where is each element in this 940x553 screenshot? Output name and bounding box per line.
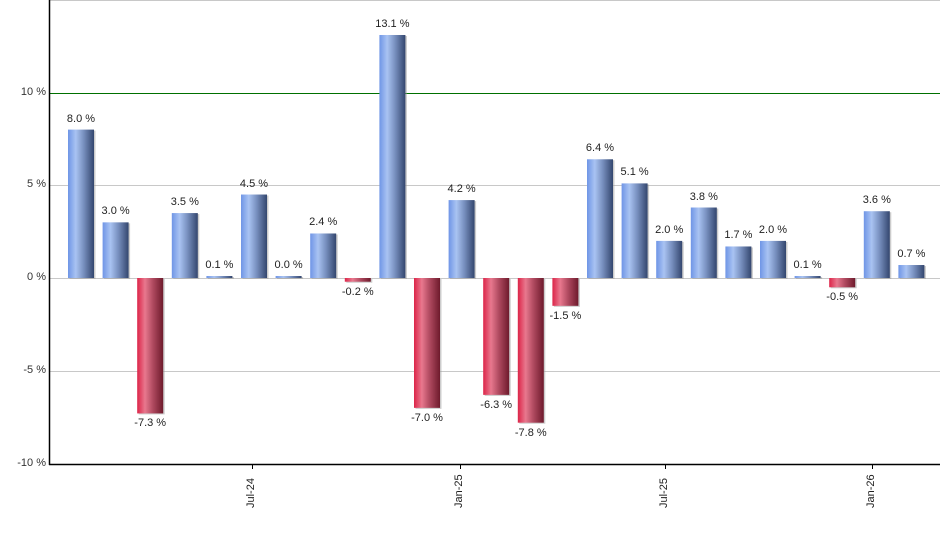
x-tick-label: Jul-24 xyxy=(245,478,257,508)
y-tick-label: -5 % xyxy=(23,363,46,376)
bar-value-label: 0.7 % xyxy=(897,248,926,260)
y-tick-label: -10 % xyxy=(17,456,46,469)
bar-value-label: 0.1 % xyxy=(793,259,822,271)
bar xyxy=(137,278,164,414)
bar xyxy=(552,278,579,306)
bar xyxy=(102,222,129,278)
bar-value-label: -7.3 % xyxy=(134,417,167,430)
bar xyxy=(344,278,371,282)
bar-value-label: 13.1 % xyxy=(375,17,410,30)
bar xyxy=(690,207,717,278)
bar xyxy=(206,276,233,278)
bar-value-label: 8.0 % xyxy=(66,112,96,125)
bar-value-label: 0.1 % xyxy=(205,259,234,271)
bar xyxy=(379,34,406,279)
bar-value-label: -7.0 % xyxy=(411,411,443,424)
bar-value-label: 4.2 % xyxy=(447,183,476,196)
bar-value-label: -0.5 % xyxy=(826,291,859,304)
bar-value-label: -7.8 % xyxy=(514,426,547,439)
y-tick-label: 0 % xyxy=(27,271,46,283)
bar xyxy=(241,194,267,278)
bar-value-label: 2.0 % xyxy=(655,223,684,236)
bar-value-label: 4.5 % xyxy=(239,177,269,190)
bar-value-label: -6.3 % xyxy=(480,398,513,411)
bar xyxy=(275,276,302,278)
bar xyxy=(448,200,475,278)
x-tick-label: Jan-25 xyxy=(453,474,465,508)
bar xyxy=(414,278,440,408)
bar xyxy=(725,246,752,278)
bar-value-label: -0.2 % xyxy=(341,285,374,298)
y-tick-label: 10 % xyxy=(20,85,46,98)
x-tick-label: Jan-26 xyxy=(865,474,877,508)
bar xyxy=(587,159,613,278)
bar xyxy=(760,240,786,278)
bar-value-label: 2.4 % xyxy=(309,216,338,229)
axes xyxy=(48,0,940,469)
bar xyxy=(794,276,821,278)
bar xyxy=(68,129,94,278)
bar-value-label: 2.0 % xyxy=(758,223,788,236)
bar xyxy=(621,183,648,278)
bar xyxy=(171,213,198,278)
bar xyxy=(310,233,337,278)
bar xyxy=(483,278,510,395)
y-tick-label: 5 % xyxy=(27,178,46,191)
bar-value-label: 0.0 % xyxy=(274,259,303,271)
bar xyxy=(863,211,890,278)
x-tick-label: Jul-25 xyxy=(658,478,670,508)
bar-value-label: 3.0 % xyxy=(101,205,130,218)
bar xyxy=(517,278,544,423)
bar-value-label: 6.4 % xyxy=(585,142,615,155)
bar-value-label: 3.8 % xyxy=(689,190,718,203)
bar xyxy=(656,240,683,278)
bar-value-label: -1.5 % xyxy=(549,309,582,322)
bar-value-label: 3.6 % xyxy=(862,194,891,207)
bar xyxy=(829,278,856,288)
bar xyxy=(898,265,925,278)
bars xyxy=(68,34,926,424)
bar-value-label: 3.5 % xyxy=(170,196,199,209)
bar-value-label: 5.1 % xyxy=(620,166,649,179)
bar-value-label: 1.7 % xyxy=(724,229,753,242)
